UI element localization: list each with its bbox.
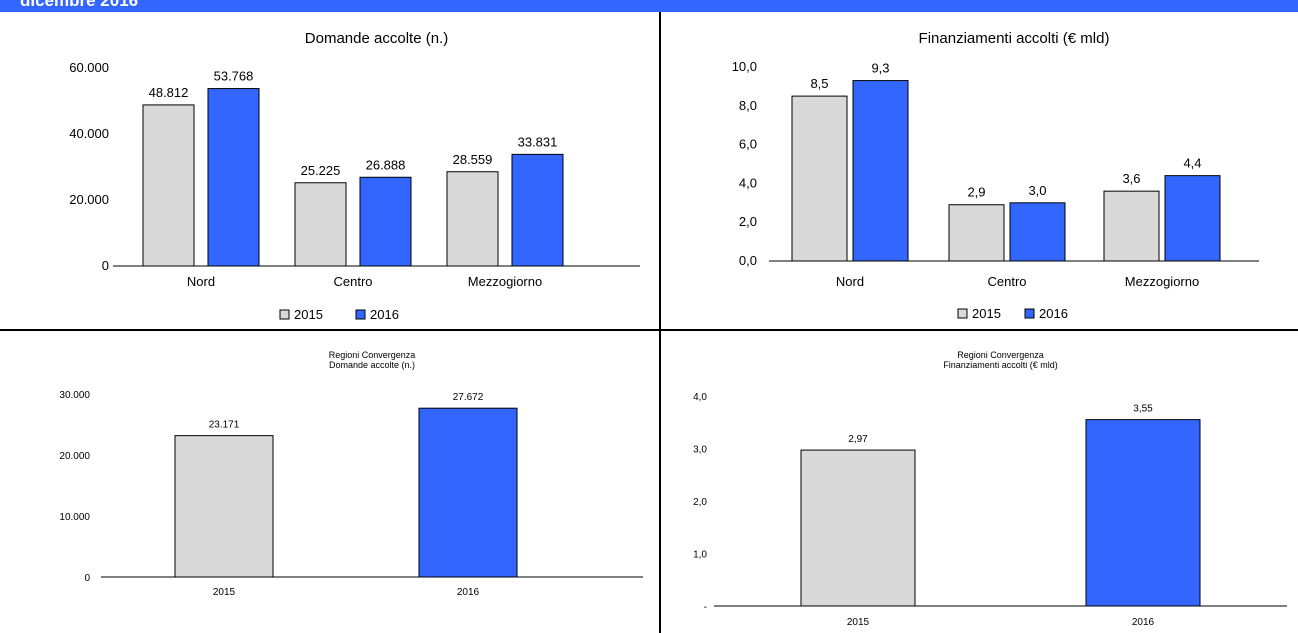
data-label: 48.812 <box>149 85 189 100</box>
x-category-label: Nord <box>836 274 864 289</box>
y-tick-label: 0 <box>102 258 109 273</box>
y-tick-label: 0 <box>84 573 90 584</box>
bar-2016-centro <box>359 176 412 267</box>
chart-title: Regioni Convergenza <box>957 350 1044 360</box>
bar-2015-nord <box>791 95 848 262</box>
x-category-label: 2016 <box>457 587 480 598</box>
y-tick-label: 6,0 <box>739 137 757 152</box>
y-tick-label: 20.000 <box>69 192 109 207</box>
bar-2015-centro <box>294 182 347 267</box>
horizontal-divider <box>0 329 1298 331</box>
data-label: 25.225 <box>301 163 341 178</box>
legend-swatch-2016 <box>1024 308 1035 319</box>
bar-2015 <box>800 449 916 607</box>
data-label: 9,3 <box>871 61 889 76</box>
y-tick-label: 30.000 <box>59 390 90 401</box>
y-tick-label: 1,0 <box>693 550 707 561</box>
y-tick-label: 8,0 <box>739 98 757 113</box>
vertical-divider <box>659 12 661 633</box>
bar-2016-mezzogiorno <box>1164 175 1221 262</box>
x-category-label: Centro <box>333 274 372 289</box>
legend-swatch-2015 <box>279 309 290 320</box>
data-label: 3,55 <box>1133 404 1153 415</box>
y-tick-label: 0,0 <box>739 253 757 268</box>
y-tick-label: 4,0 <box>693 392 707 403</box>
legend-swatch-2015 <box>957 308 968 319</box>
y-tick-label: 20.000 <box>59 451 90 462</box>
y-tick-label: 40.000 <box>69 126 109 141</box>
x-category-label: Nord <box>187 274 215 289</box>
bar-2015-mezzogiorno <box>1103 190 1160 262</box>
data-label: 2,97 <box>848 434 868 445</box>
legend-swatch-2016 <box>355 309 366 320</box>
y-tick-label: 60.000 <box>69 60 109 75</box>
chart-finanziamenti-accolti: Finanziamenti accolti (€ mld) 0,0 2,0 4,0 6,… <box>732 30 1259 321</box>
chart-title: Domande accolte (n.) <box>305 30 448 47</box>
legend-label: 2016 <box>370 307 399 322</box>
bar-2016-mezzogiorno <box>511 153 564 267</box>
data-label: 3,0 <box>1028 183 1046 198</box>
y-tick-label: 4,0 <box>739 175 757 190</box>
x-category-label: Mezzogiorno <box>1125 274 1199 289</box>
bar-2016-nord <box>207 88 260 267</box>
header-title: dicembre 2016 <box>20 0 139 10</box>
chart-subtitle: Domande accolte (n.) <box>329 360 415 370</box>
x-category-label: Centro <box>987 274 1026 289</box>
data-label: 3,6 <box>1122 171 1140 186</box>
bar-2015-centro <box>948 204 1005 262</box>
y-tick-label: 2,0 <box>739 214 757 229</box>
chart-title: Finanziamenti accolti (€ mld) <box>919 30 1110 47</box>
x-category-label: 2015 <box>213 587 236 598</box>
y-tick-label: 3,0 <box>693 445 707 456</box>
data-label: 23.171 <box>209 420 240 431</box>
y-tick-label: 10,0 <box>732 59 757 74</box>
bar-2016-centro <box>1009 202 1066 262</box>
data-label: 28.559 <box>453 152 493 167</box>
chart-subtitle: Finanziamenti accolti (€ mld) <box>943 360 1058 370</box>
data-label: 2,9 <box>967 185 985 200</box>
data-label: 4,4 <box>1183 156 1201 171</box>
x-category-label: Mezzogiorno <box>468 274 542 289</box>
data-label: 53.768 <box>214 69 254 84</box>
bar-2016-nord <box>852 80 909 262</box>
y-tick-label: - <box>704 602 707 613</box>
legend-label: 2016 <box>1039 306 1068 321</box>
y-tick-label: 10.000 <box>59 512 90 523</box>
x-category-label: 2016 <box>1132 617 1155 628</box>
data-label: 27.672 <box>453 392 484 403</box>
y-tick-label: 2,0 <box>693 497 707 508</box>
chart-domande-accolte: Domande accolte (n.) 0 20.000 40.000 60.000 4… <box>69 30 640 322</box>
bar-2016 <box>418 407 518 578</box>
bar-2015-nord <box>142 104 195 267</box>
bar-2015-mezzogiorno <box>446 171 499 267</box>
x-category-label: 2015 <box>847 617 870 628</box>
legend-label: 2015 <box>972 306 1001 321</box>
bar-2016 <box>1085 419 1201 607</box>
header-bar: dicembre 2016 <box>0 0 1298 12</box>
data-label: 8,5 <box>810 76 828 91</box>
bar-2015 <box>174 435 274 578</box>
chart-title: Regioni Convergenza <box>329 350 416 360</box>
data-label: 33.831 <box>518 134 558 149</box>
data-label: 26.888 <box>366 157 406 172</box>
legend-label: 2015 <box>294 307 323 322</box>
